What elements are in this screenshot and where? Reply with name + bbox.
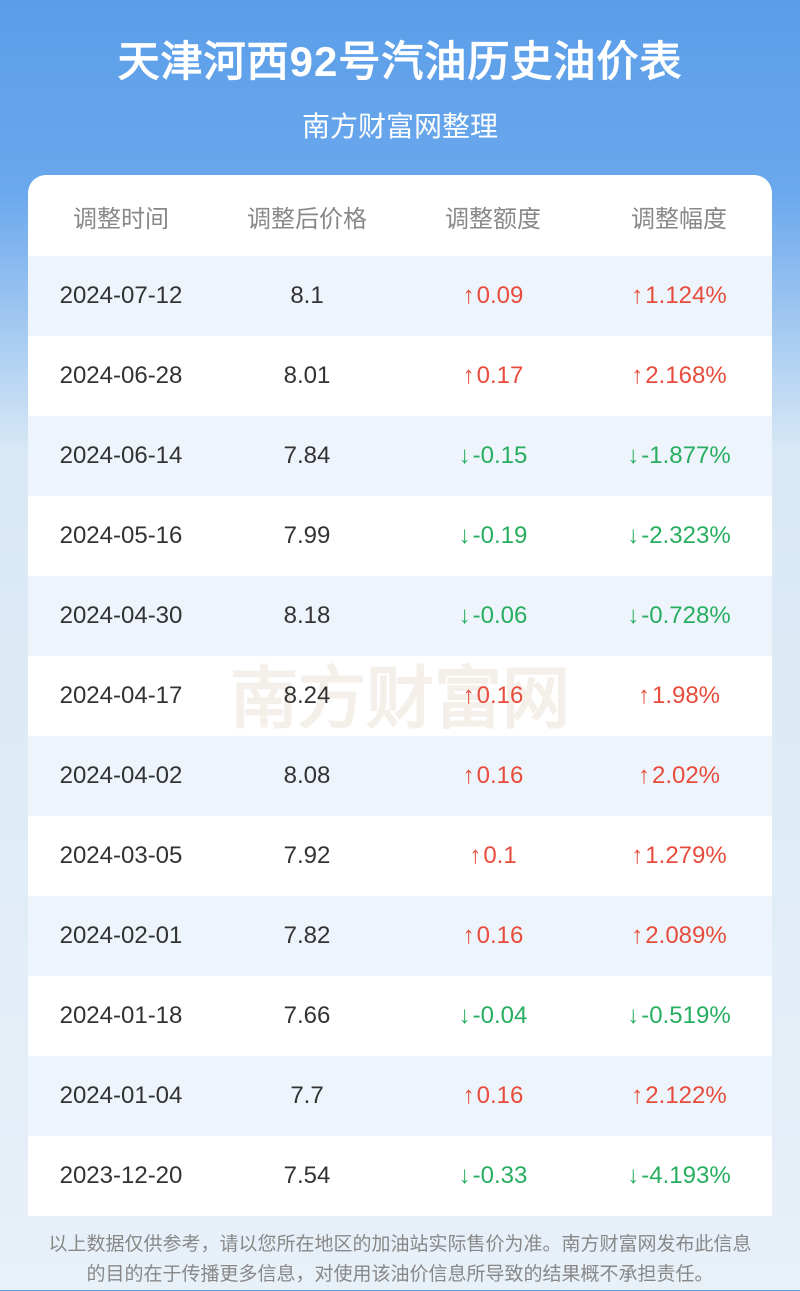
arrow-up-icon: ↑: [631, 922, 643, 950]
cell-percent: ↑1.124%: [586, 282, 772, 310]
cell-price: 8.08: [214, 762, 400, 790]
cell-date: 2024-01-04: [28, 1082, 214, 1110]
cell-price: 8.01: [214, 362, 400, 390]
table-row: 2024-01-187.66↓-0.04↓-0.519%: [28, 976, 772, 1056]
arrow-up-icon: ↑: [631, 842, 643, 870]
cell-percent: ↓-1.877%: [586, 442, 772, 470]
arrow-down-icon: ↓: [627, 1002, 639, 1030]
cell-change: ↑0.16: [400, 1082, 586, 1110]
arrow-down-icon: ↓: [459, 1162, 471, 1190]
cell-change: ↑0.16: [400, 922, 586, 950]
cell-percent: ↑1.98%: [586, 682, 772, 710]
table-header-row: 调整时间 调整后价格 调整额度 调整幅度: [28, 175, 772, 256]
arrow-down-icon: ↓: [627, 1162, 639, 1190]
cell-price: 7.66: [214, 1002, 400, 1030]
cell-date: 2024-01-18: [28, 1002, 214, 1030]
arrow-up-icon: ↑: [631, 362, 643, 390]
table-row: 2024-04-028.08↑0.16↑2.02%: [28, 736, 772, 816]
cell-price: 7.7: [214, 1082, 400, 1110]
arrow-up-icon: ↑: [631, 282, 643, 310]
arrow-up-icon: ↑: [463, 762, 475, 790]
cell-change: ↓-0.06: [400, 602, 586, 630]
table-row: 2024-03-057.92↑0.1↑1.279%: [28, 816, 772, 896]
arrow-down-icon: ↓: [627, 522, 639, 550]
price-table: 调整时间 调整后价格 调整额度 调整幅度 南方财富网 outhmoney.com…: [28, 175, 772, 1216]
col-change: 调整额度: [400, 199, 586, 234]
cell-change: ↑0.09: [400, 282, 586, 310]
cell-percent: ↑2.089%: [586, 922, 772, 950]
arrow-down-icon: ↓: [627, 442, 639, 470]
arrow-up-icon: ↑: [638, 762, 650, 790]
cell-percent: ↓-4.193%: [586, 1162, 772, 1190]
cell-price: 7.84: [214, 442, 400, 470]
cell-date: 2024-04-02: [28, 762, 214, 790]
cell-percent: ↑2.168%: [586, 362, 772, 390]
col-date: 调整时间: [28, 199, 214, 234]
cell-change: ↓-0.19: [400, 522, 586, 550]
arrow-down-icon: ↓: [459, 1002, 471, 1030]
cell-price: 7.99: [214, 522, 400, 550]
cell-date: 2024-03-05: [28, 842, 214, 870]
cell-percent: ↑1.279%: [586, 842, 772, 870]
cell-change: ↓-0.04: [400, 1002, 586, 1030]
arrow-up-icon: ↑: [638, 682, 650, 710]
cell-price: 7.82: [214, 922, 400, 950]
table-row: 2024-02-017.82↑0.16↑2.089%: [28, 896, 772, 976]
cell-percent: ↓-2.323%: [586, 522, 772, 550]
cell-price: 8.1: [214, 282, 400, 310]
table-row: 2024-07-128.1↑0.09↑1.124%: [28, 256, 772, 336]
page-subtitle: 南方财富网整理: [20, 105, 780, 145]
cell-date: 2024-06-14: [28, 442, 214, 470]
arrow-up-icon: ↑: [631, 1082, 643, 1110]
cell-date: 2024-04-30: [28, 602, 214, 630]
arrow-down-icon: ↓: [459, 522, 471, 550]
arrow-up-icon: ↑: [463, 682, 475, 710]
cell-percent: ↑2.02%: [586, 762, 772, 790]
disclaimer: 以上数据仅供参考，请以您所在地区的加油站实际售价为准。南方财富网发布此信息的目的…: [40, 1230, 760, 1291]
cell-change: ↑0.17: [400, 362, 586, 390]
cell-change: ↑0.16: [400, 762, 586, 790]
cell-date: 2024-05-16: [28, 522, 214, 550]
table-row: 2024-05-167.99↓-0.19↓-2.323%: [28, 496, 772, 576]
table-row: 2024-01-047.7↑0.16↑2.122%: [28, 1056, 772, 1136]
cell-percent: ↑2.122%: [586, 1082, 772, 1110]
cell-price: 7.92: [214, 842, 400, 870]
arrow-up-icon: ↑: [463, 1082, 475, 1110]
cell-change: ↓-0.33: [400, 1162, 586, 1190]
cell-price: 7.54: [214, 1162, 400, 1190]
table-row: 2024-04-308.18↓-0.06↓-0.728%: [28, 576, 772, 656]
table-body: 南方财富网 outhmoney.com 2024-07-128.1↑0.09↑1…: [28, 256, 772, 1216]
page-title: 天津河西92号汽油历史油价表: [20, 28, 780, 89]
cell-date: 2024-04-17: [28, 682, 214, 710]
cell-date: 2024-06-28: [28, 362, 214, 390]
arrow-up-icon: ↑: [463, 922, 475, 950]
cell-date: 2023-12-20: [28, 1162, 214, 1190]
cell-percent: ↓-0.728%: [586, 602, 772, 630]
cell-change: ↑0.1: [400, 842, 586, 870]
cell-date: 2024-07-12: [28, 282, 214, 310]
arrow-down-icon: ↓: [459, 602, 471, 630]
arrow-up-icon: ↑: [469, 842, 481, 870]
table-row: 2024-06-288.01↑0.17↑2.168%: [28, 336, 772, 416]
table-row: 2024-04-178.24↑0.16↑1.98%: [28, 656, 772, 736]
cell-change: ↑0.16: [400, 682, 586, 710]
arrow-up-icon: ↑: [463, 282, 475, 310]
table-row: 2024-06-147.84↓-0.15↓-1.877%: [28, 416, 772, 496]
cell-price: 8.18: [214, 602, 400, 630]
col-percent: 调整幅度: [586, 199, 772, 234]
header: 天津河西92号汽油历史油价表 南方财富网整理: [0, 0, 800, 163]
arrow-down-icon: ↓: [627, 602, 639, 630]
cell-price: 8.24: [214, 682, 400, 710]
arrow-down-icon: ↓: [459, 442, 471, 470]
cell-percent: ↓-0.519%: [586, 1002, 772, 1030]
arrow-up-icon: ↑: [463, 362, 475, 390]
col-price: 调整后价格: [214, 199, 400, 234]
cell-change: ↓-0.15: [400, 442, 586, 470]
table-row: 2023-12-207.54↓-0.33↓-4.193%: [28, 1136, 772, 1216]
cell-date: 2024-02-01: [28, 922, 214, 950]
